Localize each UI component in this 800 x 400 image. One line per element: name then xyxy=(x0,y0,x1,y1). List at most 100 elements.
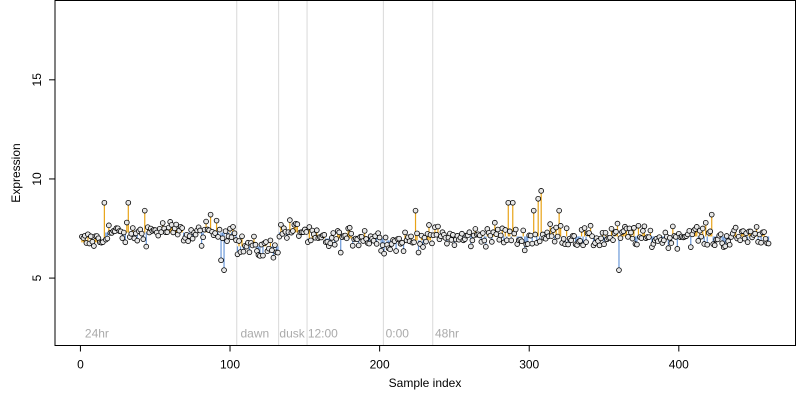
point-297 xyxy=(521,247,528,254)
point-238 xyxy=(433,231,440,238)
point-134 xyxy=(278,221,284,228)
point-377 xyxy=(641,223,648,230)
point-275 xyxy=(489,239,495,245)
point-296 xyxy=(520,227,527,234)
point-215 xyxy=(399,239,405,246)
point-452 xyxy=(753,224,760,230)
point-204 xyxy=(382,234,389,241)
point-128 xyxy=(269,247,275,254)
point-138 xyxy=(284,235,290,241)
point-140 xyxy=(287,217,293,223)
separator-lines xyxy=(236,0,434,346)
point-393 xyxy=(665,245,672,251)
point-395 xyxy=(668,240,675,246)
point-369 xyxy=(629,235,636,242)
x-tick-label-0: 0 xyxy=(77,358,84,372)
point-271 xyxy=(483,243,489,250)
point-372 xyxy=(634,241,640,248)
point-129 xyxy=(270,254,277,261)
point-122 xyxy=(260,252,266,259)
point-64 xyxy=(173,221,179,228)
point-200 xyxy=(376,234,383,241)
point-168 xyxy=(328,235,335,241)
point-375 xyxy=(638,235,645,241)
section-label-4: 0:00 xyxy=(386,327,410,341)
point-217 xyxy=(402,229,408,236)
point-373 xyxy=(635,222,642,229)
point-460 xyxy=(765,240,772,247)
point-173 xyxy=(336,229,343,236)
point-96 xyxy=(221,267,227,273)
point-90 xyxy=(212,230,218,236)
point-413 xyxy=(695,238,702,244)
point-291 xyxy=(512,226,519,233)
section-label-3: 12:00 xyxy=(308,327,338,341)
point-80 xyxy=(197,227,203,234)
point-18 xyxy=(104,235,111,242)
point-229 xyxy=(420,244,426,250)
point-457 xyxy=(761,229,767,235)
point-342 xyxy=(589,233,595,239)
point-102 xyxy=(230,224,236,230)
point-350 xyxy=(601,241,607,248)
x-tick-label-1: 100 xyxy=(220,358,240,372)
point-94 xyxy=(218,257,224,264)
point-416 xyxy=(699,225,706,232)
point-245 xyxy=(444,240,450,247)
point-441 xyxy=(737,237,743,244)
point-432 xyxy=(723,233,730,239)
y-axis-title: Expression xyxy=(9,143,23,202)
point-52 xyxy=(155,232,162,239)
point-151 xyxy=(303,229,310,235)
point-203 xyxy=(381,250,387,257)
point-101 xyxy=(228,234,235,241)
data-points xyxy=(79,188,772,273)
point-186 xyxy=(355,242,362,249)
point-32 xyxy=(125,199,132,206)
point-58 xyxy=(164,229,170,235)
point-286 xyxy=(505,199,512,206)
point-314 xyxy=(547,221,553,227)
section-label-2: dusk xyxy=(279,327,305,341)
point-269 xyxy=(480,230,486,236)
point-428 xyxy=(717,231,724,237)
point-264 xyxy=(472,226,479,232)
point-455 xyxy=(758,239,764,246)
point-158 xyxy=(313,227,320,234)
point-239 xyxy=(435,223,441,230)
point-171 xyxy=(333,236,340,242)
section-labels: 24hr dawn dusk 12:00 0:00 48hr xyxy=(85,327,459,341)
section-label-5: 48hr xyxy=(435,327,459,341)
x-axis-title: Sample index xyxy=(389,376,462,390)
point-9 xyxy=(91,243,97,249)
point-68 xyxy=(179,225,185,231)
point-211 xyxy=(393,248,399,254)
point-422 xyxy=(708,211,715,218)
point-97 xyxy=(222,228,229,234)
point-334 xyxy=(577,238,583,244)
x-tick-label-4: 400 xyxy=(669,358,689,372)
point-235 xyxy=(429,240,435,247)
point-7 xyxy=(88,233,94,240)
point-42 xyxy=(140,236,147,242)
point-132 xyxy=(275,249,281,256)
point-202 xyxy=(379,242,386,248)
point-213 xyxy=(396,235,402,242)
point-226 xyxy=(415,249,422,256)
x-tick-label-2: 200 xyxy=(370,358,390,372)
point-216 xyxy=(400,248,407,254)
point-319 xyxy=(554,233,561,240)
point-434 xyxy=(726,241,733,248)
point-16 xyxy=(101,199,108,206)
point-103 xyxy=(231,230,238,237)
point-419 xyxy=(704,241,711,248)
point-415 xyxy=(698,233,705,240)
point-270 xyxy=(481,237,488,244)
point-431 xyxy=(722,243,728,250)
point-43 xyxy=(141,207,148,214)
point-84 xyxy=(203,218,209,225)
point-87 xyxy=(207,211,214,218)
point-279 xyxy=(495,226,501,233)
point-356 xyxy=(610,237,616,243)
